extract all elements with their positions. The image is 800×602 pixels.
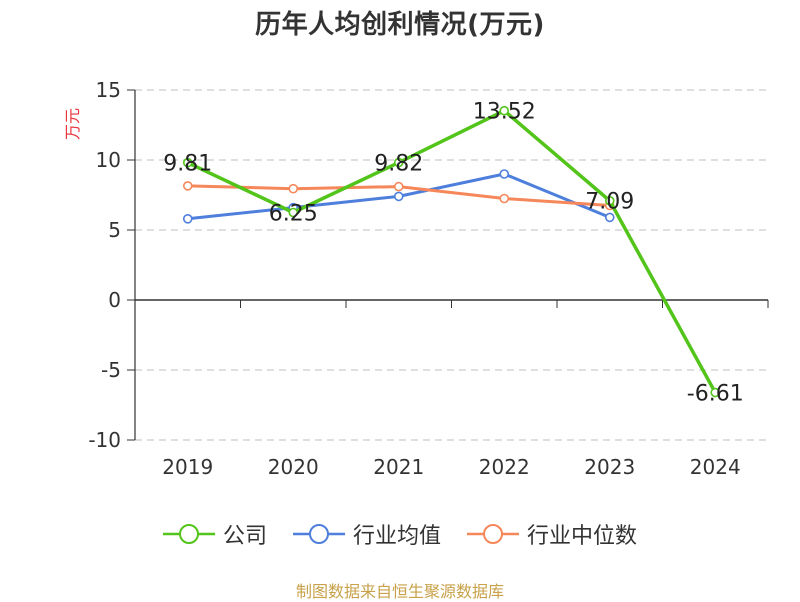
legend-item: 公司 [162, 518, 267, 550]
y-tick-label: 10 [96, 148, 121, 172]
data-label: 7.09 [585, 190, 634, 215]
data-point [499, 169, 510, 179]
y-axis-label: 万元 [63, 108, 82, 140]
x-tick-label: 2024 [690, 455, 741, 479]
legend-label: 行业均值 [352, 524, 441, 549]
legend-label: 行业中位数 [527, 524, 638, 549]
data-point [182, 157, 193, 168]
data-point [499, 193, 510, 204]
data-point [499, 105, 510, 116]
data-point [288, 207, 299, 218]
data-point [182, 214, 193, 224]
data-point [182, 181, 193, 191]
legend-swatch [162, 524, 215, 544]
data-label: 9.82 [374, 152, 423, 177]
legend-swatch [292, 524, 345, 544]
data-point [710, 387, 721, 398]
data-label: 13.52 [473, 100, 536, 125]
y-tick-label: -5 [101, 358, 121, 382]
legend: 公司 行业均值 行业中位数 [0, 518, 800, 550]
x-tick-label: 2023 [584, 455, 635, 479]
y-tick-label: -10 [88, 428, 121, 452]
chart-title: 历年人均创利情况(万元) [255, 10, 545, 40]
x-tick-label: 2020 [268, 455, 319, 479]
data-label: 9.81 [163, 152, 212, 177]
y-tick-label: 15 [96, 78, 121, 102]
data-point [604, 195, 615, 206]
legend-item: 行业均值 [292, 518, 441, 550]
legend-item: 行业中位数 [467, 518, 637, 550]
data-point [393, 181, 404, 192]
source-note: 制图数据来自恒生聚源数据库 [295, 582, 504, 601]
legend-label: 公司 [222, 524, 267, 549]
y-tick-label: 0 [108, 288, 121, 312]
y-tick-label: 5 [108, 218, 121, 242]
data-label: -6.61 [687, 382, 744, 407]
series-line [187, 108, 717, 394]
x-tick-label: 2021 [373, 455, 424, 479]
data-point [288, 183, 299, 194]
legend-swatch [467, 524, 519, 544]
data-label: 6.25 [269, 202, 318, 227]
data-point [393, 157, 404, 168]
data-point [393, 191, 404, 202]
data-point [604, 212, 615, 223]
x-tick-label: 2022 [479, 455, 530, 479]
x-tick-label: 2019 [162, 455, 213, 479]
